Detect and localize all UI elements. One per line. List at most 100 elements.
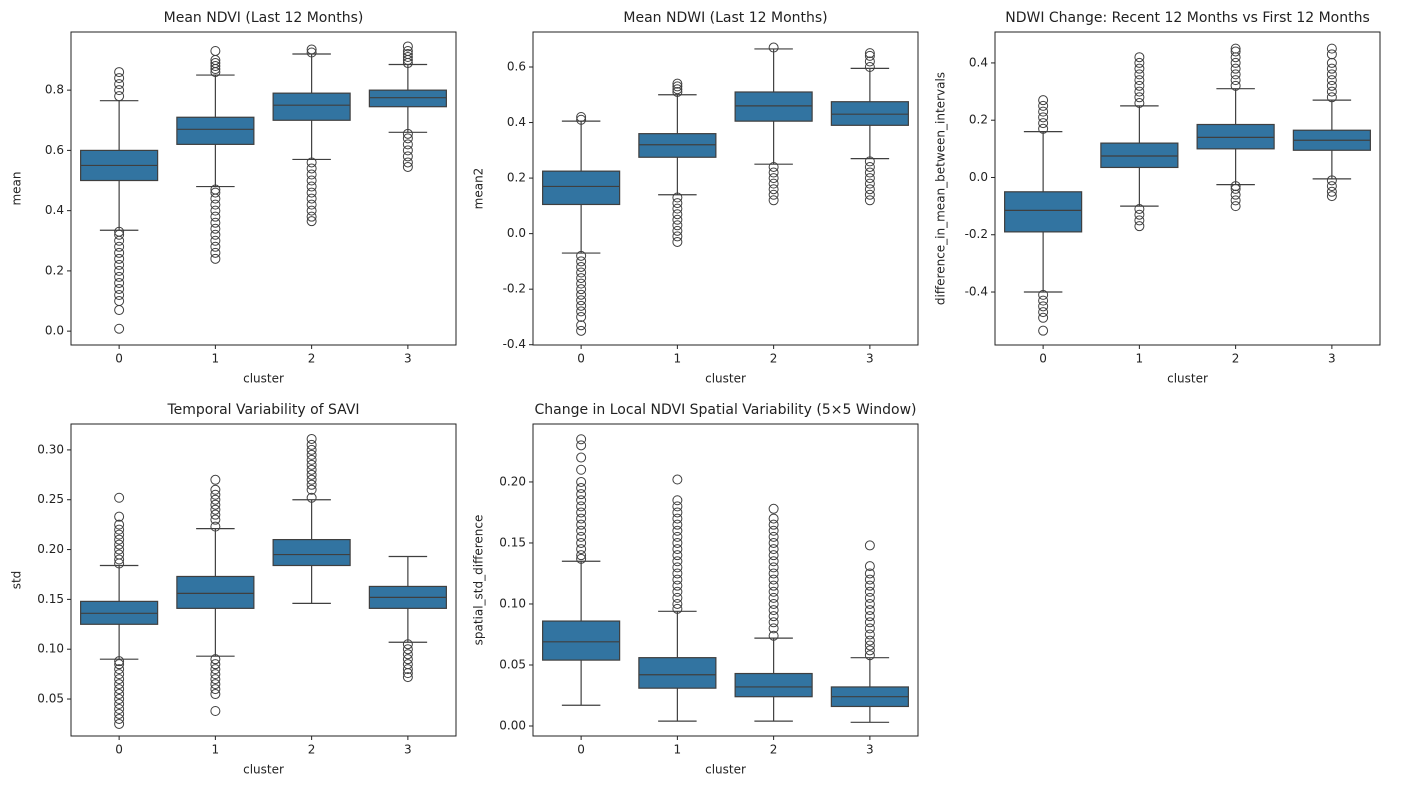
outlier [306, 454, 317, 465]
x-tick-label: 3 [866, 352, 874, 366]
x-tick-label: 0 [577, 352, 585, 366]
box [1196, 123, 1275, 150]
outlier [114, 289, 125, 300]
outlier [672, 81, 683, 92]
outlier [672, 495, 683, 506]
outlier [306, 205, 317, 216]
outlier [672, 537, 683, 548]
y-tick-label: 0.4 [45, 203, 64, 217]
outlier [114, 519, 125, 530]
outlier [672, 84, 683, 95]
outlier [1326, 191, 1337, 202]
outlier [114, 305, 125, 316]
outlier [210, 664, 221, 675]
outlier [210, 205, 221, 216]
outlier [1134, 57, 1145, 68]
outlier [210, 235, 221, 246]
outlier [402, 659, 413, 670]
outlier [402, 639, 413, 650]
y-tick-label: 0.10 [37, 642, 64, 656]
outlier [672, 198, 683, 209]
outlier [864, 156, 875, 167]
outlier [210, 509, 221, 520]
outlier [672, 192, 683, 203]
outlier [768, 630, 779, 641]
y-tick-label: -0.2 [503, 282, 526, 296]
outlier [1230, 181, 1241, 192]
outlier [306, 181, 317, 192]
outlier [114, 524, 125, 535]
outlier [576, 507, 587, 518]
outlier [210, 223, 221, 234]
outlier [306, 193, 317, 204]
outlier [864, 50, 875, 61]
outlier [672, 501, 683, 512]
outlier [1038, 106, 1049, 117]
outlier [576, 306, 587, 317]
box [542, 170, 621, 206]
outlier [210, 689, 221, 700]
outlier [1134, 98, 1145, 109]
outlier [576, 261, 587, 272]
box [1100, 142, 1179, 169]
y-tick-label: 0.20 [499, 474, 526, 488]
y-tick-label: 0.0 [969, 170, 988, 184]
outlier [768, 525, 779, 536]
outlier [402, 664, 413, 675]
outlier [210, 684, 221, 695]
outlier [210, 184, 221, 195]
outlier [306, 464, 317, 475]
outlier [114, 694, 125, 705]
y-tick-label: 0.05 [499, 657, 526, 671]
x-tick-label: 1 [674, 352, 682, 366]
outlier [210, 484, 221, 495]
outlier [114, 73, 125, 84]
outlier [672, 592, 683, 603]
y-tick-label: 0.0 [507, 226, 526, 240]
outlier [210, 253, 221, 264]
outlier [1326, 92, 1337, 103]
y-axis-label: std [10, 571, 24, 590]
y-tick-label: 0.4 [969, 55, 988, 69]
outlier [864, 540, 875, 551]
outlier [402, 145, 413, 156]
outlier [114, 554, 125, 565]
outlier [864, 617, 875, 628]
outlier [210, 58, 221, 69]
outlier [402, 161, 413, 172]
outlier [576, 256, 587, 267]
outlier [864, 173, 875, 184]
outlier [210, 521, 221, 532]
outlier [114, 718, 125, 729]
outlier [1326, 181, 1337, 192]
outlier [864, 629, 875, 640]
outlier [576, 519, 587, 530]
y-axis-label: spatial_std_difference [472, 515, 486, 646]
outlier [210, 489, 221, 500]
outlier [768, 574, 779, 585]
outlier [864, 611, 875, 622]
x-tick-label: 2 [770, 743, 778, 757]
outlier [1230, 43, 1241, 54]
outlier [114, 271, 125, 282]
outlier [210, 705, 221, 716]
x-tick-label: 1 [212, 352, 220, 366]
outlier [114, 529, 125, 540]
outlier [576, 544, 587, 555]
outlier [114, 226, 125, 237]
outlier [768, 173, 779, 184]
chart-title: NDWI Change: Recent 12 Months vs First 1… [1005, 10, 1370, 26]
outlier [1038, 312, 1049, 323]
outlier [306, 474, 317, 485]
outlier [576, 273, 587, 284]
outlier [864, 623, 875, 634]
outlier [1038, 295, 1049, 306]
outlier [672, 231, 683, 242]
outlier [1038, 118, 1049, 129]
outlier [1134, 69, 1145, 80]
plot-frame [70, 31, 457, 346]
outlier [306, 44, 317, 55]
outlier [672, 603, 683, 614]
outlier [864, 635, 875, 646]
y-tick-label: -0.4 [503, 337, 526, 351]
